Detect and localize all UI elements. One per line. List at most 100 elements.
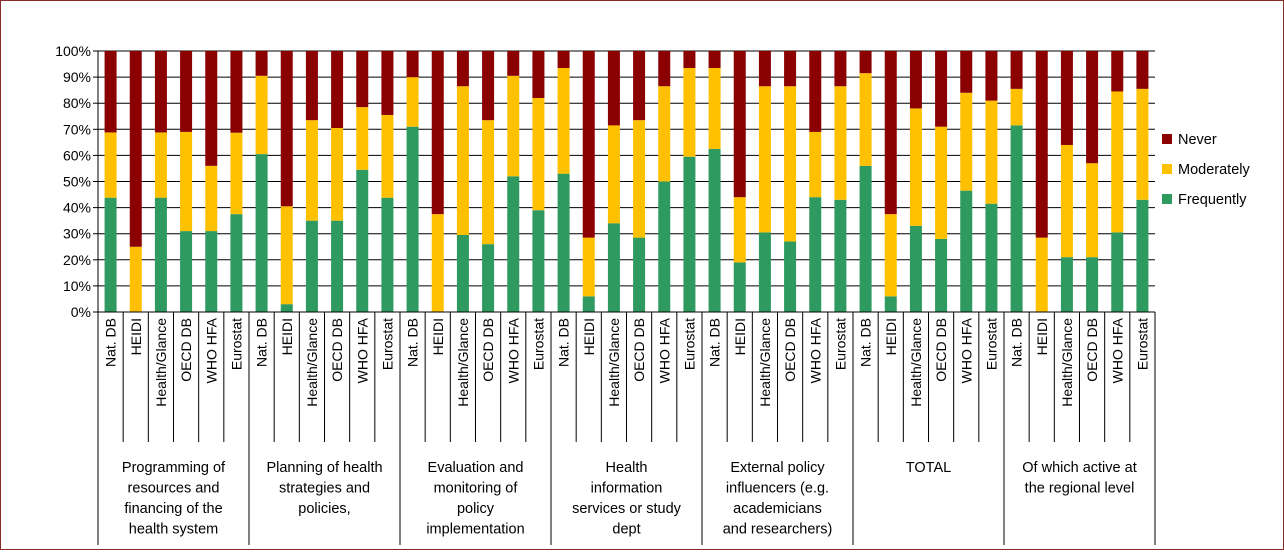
- category-label: HEIDI: [883, 318, 899, 355]
- bar-never: [708, 51, 721, 68]
- bar-moderately: [104, 132, 117, 198]
- bar-moderately: [456, 86, 469, 236]
- bar-moderately: [507, 75, 520, 177]
- group-label-line: Programming of: [122, 460, 226, 476]
- bar-moderately: [784, 86, 797, 242]
- category-label: Nat. DB: [707, 318, 723, 367]
- bar-frequently: [255, 154, 268, 312]
- bar-never: [431, 51, 444, 215]
- bar-moderately: [859, 73, 872, 166]
- bar-never: [834, 51, 847, 87]
- group-label-line: TOTAL: [906, 460, 951, 476]
- bar-frequently: [884, 296, 897, 312]
- bar-frequently: [356, 169, 369, 312]
- group-label-line: implementation: [426, 522, 524, 538]
- bar-never: [104, 51, 117, 133]
- bar-moderately: [834, 86, 847, 200]
- category-label: HEIDI: [732, 318, 748, 355]
- bar-never: [456, 51, 469, 87]
- bar-never: [1010, 51, 1023, 89]
- group-label-line: information: [591, 481, 663, 497]
- bar-never: [482, 51, 495, 121]
- bar-frequently: [205, 231, 218, 312]
- bar-moderately: [205, 165, 218, 232]
- category-label: HEIDI: [581, 318, 597, 355]
- bar-never: [230, 51, 243, 133]
- category-label: WHO HFA: [1109, 317, 1125, 383]
- y-tick-label: 0%: [71, 304, 91, 320]
- category-label: WHO HFA: [505, 317, 521, 383]
- group-label-line: the regional level: [1025, 481, 1135, 497]
- bars: [104, 51, 1149, 312]
- bar-moderately: [758, 86, 771, 233]
- bar-frequently: [909, 225, 922, 312]
- group-label-line: Health: [606, 460, 648, 476]
- bar-frequently: [683, 156, 696, 312]
- bar-frequently: [456, 235, 469, 312]
- bar-frequently: [154, 197, 167, 312]
- bar-moderately: [180, 131, 193, 232]
- bar-frequently: [784, 241, 797, 312]
- group-label-line: services or study: [572, 501, 682, 517]
- bar-moderately: [633, 120, 646, 238]
- bar-never: [733, 51, 746, 198]
- bar-never: [129, 51, 142, 247]
- group-label-line: dept: [612, 522, 640, 538]
- category-label: Health/Glance: [908, 318, 924, 407]
- bar-moderately: [406, 77, 419, 127]
- y-tick-label: 60%: [63, 147, 91, 163]
- bar-never: [859, 51, 872, 74]
- bar-never: [985, 51, 998, 101]
- bar-moderately: [985, 100, 998, 204]
- legend-swatch: [1162, 134, 1172, 144]
- bar-moderately: [909, 108, 922, 226]
- bar-moderately: [733, 197, 746, 263]
- y-tick-label: 50%: [63, 174, 91, 190]
- bar-frequently: [507, 176, 520, 312]
- bar-never: [758, 51, 771, 87]
- bar-never: [205, 51, 218, 166]
- category-label: Health/Glance: [455, 318, 471, 407]
- bar-moderately: [607, 125, 620, 224]
- bar-moderately: [331, 127, 344, 221]
- category-label: Eurostat: [832, 318, 848, 370]
- bar-never: [1136, 51, 1149, 89]
- bar-frequently: [180, 231, 193, 312]
- bar-frequently: [935, 238, 948, 312]
- legend-label: Never: [1178, 132, 1217, 148]
- bar-never: [683, 51, 696, 68]
- category-label: Health/Glance: [1059, 318, 1075, 407]
- bar-never: [532, 51, 545, 98]
- legend: Never Moderately Frequently: [1162, 132, 1250, 208]
- bar-never: [809, 51, 822, 132]
- bar-never: [305, 51, 318, 121]
- bar-never: [381, 51, 394, 115]
- bar-never: [909, 51, 922, 109]
- bar-moderately: [1136, 88, 1149, 200]
- bar-frequently: [809, 197, 822, 312]
- bar-moderately: [960, 92, 973, 191]
- bar-never: [960, 51, 973, 93]
- bar-moderately: [532, 97, 545, 211]
- bar-never: [1086, 51, 1099, 164]
- bar-never: [406, 51, 419, 78]
- bar-never: [1035, 51, 1048, 238]
- category-label: Eurostat: [1134, 318, 1150, 370]
- bar-moderately: [230, 132, 243, 215]
- bar-frequently: [758, 232, 771, 312]
- category-label: OECD DB: [178, 318, 194, 382]
- bar-never: [607, 51, 620, 126]
- bar-frequently: [607, 223, 620, 312]
- bar-frequently: [859, 165, 872, 312]
- bar-frequently: [1010, 125, 1023, 312]
- bar-never: [658, 51, 671, 87]
- bar-frequently: [658, 181, 671, 312]
- bar-frequently: [1060, 257, 1073, 312]
- bar-frequently: [633, 237, 646, 312]
- bar-frequently: [557, 173, 570, 312]
- bar-moderately: [154, 132, 167, 198]
- bar-never: [633, 51, 646, 121]
- bar-never: [582, 51, 595, 238]
- bar-never: [356, 51, 369, 108]
